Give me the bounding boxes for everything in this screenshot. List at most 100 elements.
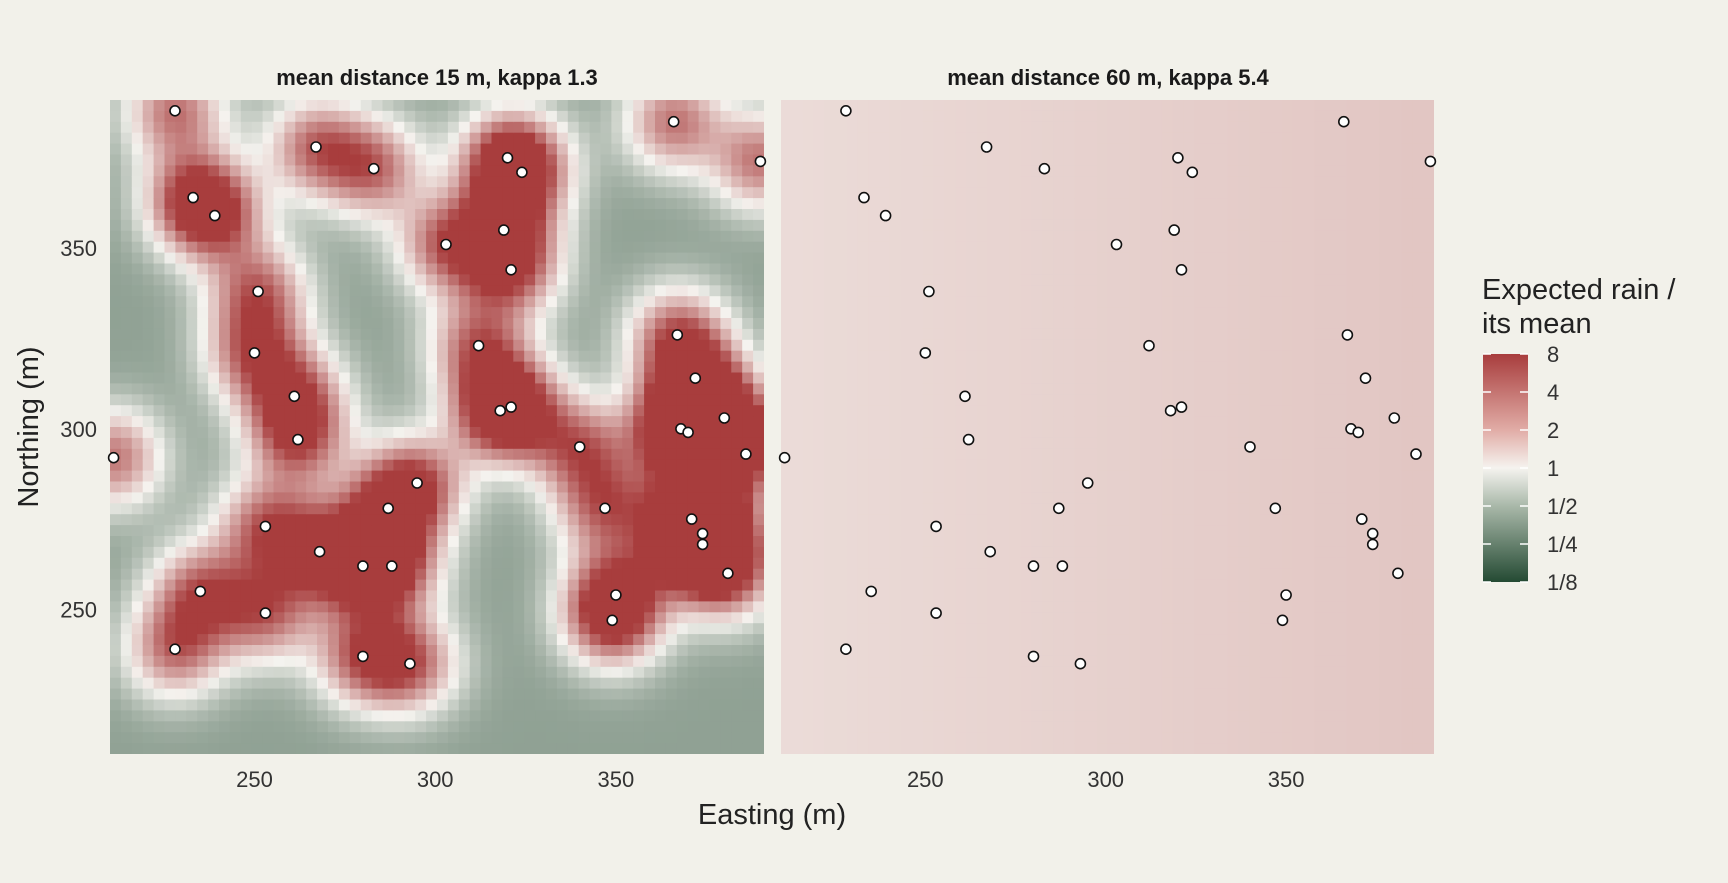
heat-cell	[944, 176, 956, 188]
heat-cell	[676, 252, 689, 265]
heat-cell	[878, 525, 891, 537]
heat-cell	[698, 721, 711, 733]
heat-cell	[802, 579, 815, 592]
heat-cell	[556, 655, 569, 668]
heat-cell	[382, 645, 394, 657]
heat-cell	[175, 688, 187, 701]
heat-cell	[556, 318, 569, 330]
heat-cell	[240, 350, 253, 363]
heat-cell	[698, 492, 711, 504]
heat-cell	[219, 612, 231, 624]
heat-cell	[186, 732, 198, 744]
heat-cell	[349, 187, 362, 199]
heat-cell	[835, 110, 847, 123]
heat-cell	[262, 274, 275, 286]
heat-cell	[349, 743, 362, 754]
heat-cell	[1009, 154, 1022, 166]
heat-cell	[240, 285, 253, 297]
heat-cell	[846, 710, 858, 722]
heat-cell	[857, 568, 869, 581]
heat-cell	[229, 416, 242, 428]
heat-cell	[120, 743, 133, 754]
heat-cell	[404, 459, 416, 472]
heat-cell	[955, 536, 967, 548]
heat-cell	[857, 514, 869, 526]
heat-cell	[791, 743, 804, 754]
heat-cell	[731, 612, 743, 624]
heat-cell	[328, 209, 340, 221]
heat-cell	[284, 252, 296, 265]
heat-cell	[546, 328, 558, 341]
heat-cell	[164, 743, 176, 754]
heat-cell	[791, 187, 804, 199]
heat-cell	[611, 154, 623, 166]
heat-cell	[944, 546, 956, 559]
heat-cell	[966, 187, 978, 199]
heat-cell	[186, 219, 198, 232]
heat-cell	[824, 296, 837, 308]
heat-cell	[426, 470, 438, 483]
heat-cell	[382, 514, 394, 526]
heat-cell	[731, 132, 743, 145]
heat-cell	[933, 143, 945, 156]
heat-cell	[131, 448, 144, 461]
heat-cell	[742, 634, 754, 646]
heat-cell	[578, 699, 591, 711]
heat-cell	[240, 241, 253, 254]
heat-cell	[665, 209, 678, 221]
heat-cell	[393, 252, 405, 265]
heat-cell	[846, 612, 858, 624]
heat-cell	[556, 100, 569, 112]
heat-cell	[447, 568, 460, 581]
heat-cell	[295, 318, 307, 330]
heat-cell	[415, 557, 427, 570]
heat-cell	[1020, 165, 1032, 177]
heat-cell	[273, 492, 285, 504]
heat-cell	[698, 634, 711, 646]
station-point	[440, 238, 452, 251]
heat-cell	[273, 688, 285, 701]
heat-cell	[415, 121, 427, 134]
heat-cell	[447, 187, 460, 199]
heat-cell	[437, 645, 449, 657]
heat-cell	[753, 230, 764, 243]
heat-cell	[878, 666, 891, 679]
heat-cell	[502, 372, 514, 384]
heat-cell	[709, 437, 721, 450]
heat-cell	[480, 198, 493, 210]
heat-cell	[889, 503, 902, 515]
heat-cell	[791, 361, 804, 374]
heat-cell	[857, 623, 869, 635]
heat-cell	[546, 383, 558, 395]
heat-cell	[687, 405, 700, 417]
heat-cell	[578, 285, 591, 297]
heat-cell	[633, 165, 645, 177]
heat-cell	[655, 263, 667, 275]
heat-cell	[922, 536, 934, 548]
heat-cell	[120, 579, 133, 592]
heat-cell	[665, 187, 678, 199]
heat-cell	[878, 361, 891, 374]
heat-cell	[633, 492, 645, 504]
heat-cell	[987, 187, 1000, 199]
heat-cell	[524, 394, 536, 406]
heat-cell	[535, 503, 547, 515]
heat-cell	[415, 623, 427, 635]
heat-cell	[753, 525, 764, 537]
heat-cell	[142, 459, 155, 472]
heat-cell	[360, 372, 373, 384]
heat-cell	[868, 372, 880, 384]
heat-cell	[633, 285, 645, 297]
heat-cell	[197, 274, 209, 286]
heat-cell	[306, 176, 318, 188]
heat-cell	[317, 579, 329, 592]
heat-cell	[273, 405, 285, 417]
heat-cell	[219, 601, 231, 613]
heat-cell	[491, 634, 503, 646]
heat-cell	[469, 710, 482, 722]
heat-cell	[835, 219, 847, 232]
heat-cell	[578, 230, 591, 243]
heat-cell	[110, 209, 122, 221]
heat-cell	[437, 230, 449, 243]
heat-cell	[393, 448, 405, 461]
